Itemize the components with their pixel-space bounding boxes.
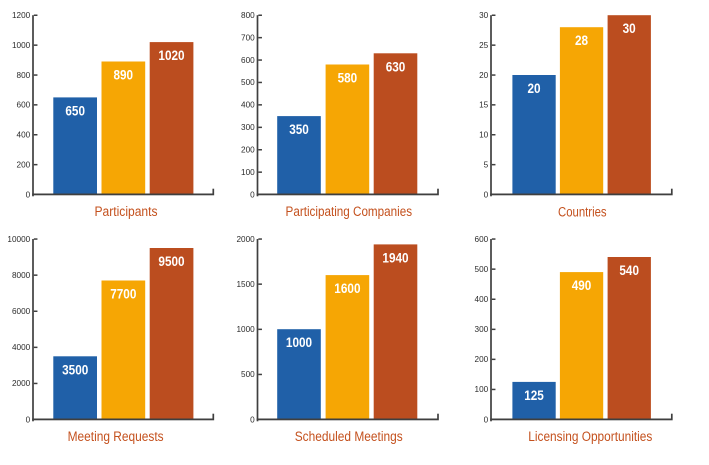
svg-text:25: 25 <box>479 41 489 50</box>
svg-text:200: 200 <box>17 160 31 169</box>
svg-text:700: 700 <box>241 33 255 42</box>
svg-text:300: 300 <box>241 123 255 132</box>
svg-text:400: 400 <box>241 101 255 110</box>
svg-text:400: 400 <box>475 295 489 304</box>
svg-text:0: 0 <box>26 190 31 199</box>
svg-text:500: 500 <box>241 370 255 379</box>
svg-text:3500: 3500 <box>62 362 88 377</box>
svg-text:100: 100 <box>241 168 255 177</box>
svg-text:1200: 1200 <box>12 11 31 20</box>
svg-text:630: 630 <box>386 59 406 74</box>
svg-text:0: 0 <box>26 415 31 424</box>
svg-text:0: 0 <box>484 190 489 199</box>
svg-text:1000: 1000 <box>286 335 312 350</box>
svg-text:580: 580 <box>338 71 358 86</box>
svg-text:890: 890 <box>114 68 134 83</box>
svg-text:20: 20 <box>479 71 489 80</box>
svg-text:0: 0 <box>250 190 255 199</box>
svg-text:6000: 6000 <box>12 307 31 316</box>
svg-text:1940: 1940 <box>382 250 408 265</box>
svg-text:500: 500 <box>241 78 255 87</box>
svg-text:9500: 9500 <box>158 254 184 269</box>
svg-text:200: 200 <box>475 355 489 364</box>
svg-text:Participants: Participants <box>95 204 158 220</box>
svg-text:8000: 8000 <box>12 271 31 280</box>
svg-text:540: 540 <box>619 263 639 278</box>
svg-text:600: 600 <box>17 101 31 110</box>
svg-text:2000: 2000 <box>236 235 255 244</box>
svg-text:30: 30 <box>623 21 636 36</box>
svg-text:1500: 1500 <box>236 280 255 289</box>
svg-text:600: 600 <box>475 235 489 244</box>
svg-text:200: 200 <box>241 146 255 155</box>
svg-text:600: 600 <box>241 56 255 65</box>
svg-text:30: 30 <box>479 11 489 20</box>
svg-text:Licensing Opportunities: Licensing Opportunities <box>528 429 652 445</box>
svg-text:490: 490 <box>572 278 592 293</box>
svg-text:Countries: Countries <box>558 204 607 220</box>
svg-text:28: 28 <box>575 33 588 48</box>
svg-text:Meeting Requests: Meeting Requests <box>68 429 164 445</box>
svg-text:4000: 4000 <box>12 343 31 352</box>
svg-text:10000: 10000 <box>7 235 30 244</box>
svg-text:350: 350 <box>289 122 309 137</box>
svg-text:10: 10 <box>479 131 489 140</box>
svg-text:5: 5 <box>484 160 489 169</box>
svg-text:Participating Companies: Participating Companies <box>286 204 413 220</box>
svg-text:650: 650 <box>65 103 85 118</box>
svg-text:2000: 2000 <box>12 379 31 388</box>
svg-text:400: 400 <box>17 131 31 140</box>
svg-text:20: 20 <box>527 81 540 96</box>
svg-text:300: 300 <box>475 325 489 334</box>
svg-text:Scheduled Meetings: Scheduled Meetings <box>295 429 403 445</box>
svg-text:0: 0 <box>250 415 255 424</box>
svg-text:1020: 1020 <box>158 48 184 63</box>
svg-text:800: 800 <box>17 71 31 80</box>
svg-text:500: 500 <box>475 265 489 274</box>
svg-text:1600: 1600 <box>334 281 360 296</box>
svg-text:125: 125 <box>524 388 544 403</box>
svg-text:7700: 7700 <box>110 287 136 302</box>
svg-text:800: 800 <box>241 11 255 20</box>
svg-text:100: 100 <box>475 385 489 394</box>
svg-text:1000: 1000 <box>236 325 255 334</box>
svg-text:15: 15 <box>479 101 489 110</box>
svg-text:0: 0 <box>484 415 489 424</box>
svg-text:1000: 1000 <box>12 41 31 50</box>
